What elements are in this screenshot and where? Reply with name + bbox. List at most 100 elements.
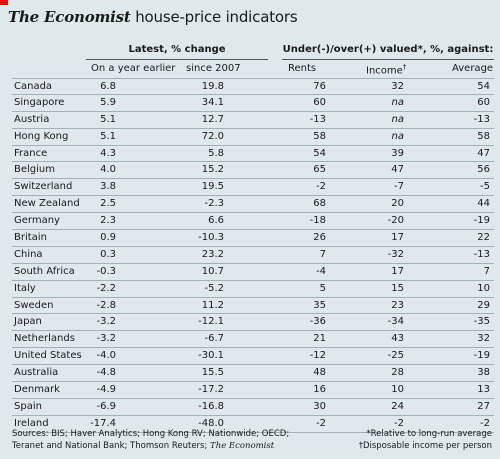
cell-since: 23.2 [201, 248, 224, 260]
cell-average: 60 [477, 96, 490, 108]
cell-income: -20 [387, 215, 404, 227]
table-row: Switzerland 3.8 19.5 -2 -7 -5 [12, 179, 494, 197]
group-header-valued: Under(-)/over(+) valued*, %, against: [282, 44, 494, 60]
cell-since: 19.5 [201, 181, 224, 193]
cell-year: 2.3 [100, 215, 116, 227]
cell-average: -2 [480, 417, 490, 429]
cell-country: United States [14, 350, 82, 362]
cell-income: -34 [387, 316, 404, 328]
cell-income: na [391, 96, 404, 108]
cell-rents: -36 [309, 316, 326, 328]
cell-country: Canada [14, 81, 53, 92]
cell-average: -19 [473, 215, 490, 227]
cell-rents: 26 [313, 232, 326, 244]
cell-country: Japan [14, 316, 42, 328]
table-row: Belgium 4.0 15.2 65 47 56 [12, 162, 494, 180]
cell-income: 15 [391, 282, 404, 294]
cell-since: -17.2 [198, 384, 224, 396]
cell-income: 23 [391, 299, 404, 311]
cell-year: 5.1 [100, 113, 116, 125]
table-row: Netherlands -3.2 -6.7 21 43 32 [12, 331, 494, 349]
income-dagger: † [402, 63, 407, 71]
sources-line-2: Teranet and National Bank; Thomson Reute… [12, 440, 289, 452]
cell-rents: -2 [316, 417, 326, 429]
cell-since: -10.3 [198, 232, 224, 244]
cell-since: -5.2 [204, 282, 224, 294]
col-header-income-label: Income [366, 65, 403, 77]
cell-since: 15.2 [201, 164, 224, 176]
cell-year: 4.0 [100, 164, 116, 176]
cell-since: -16.8 [198, 400, 224, 412]
cell-country: South Africa [14, 265, 75, 277]
cell-rents: 65 [313, 164, 326, 176]
cell-income: -7 [394, 181, 404, 193]
cell-income: 43 [391, 333, 404, 345]
cell-rents: -12 [309, 350, 326, 362]
table-row: South Africa -0.3 10.7 -4 17 7 [12, 264, 494, 281]
cell-rents: 16 [313, 384, 326, 396]
cell-year: -6.9 [96, 400, 116, 412]
cell-average: -35 [473, 316, 490, 328]
cell-since: -6.7 [204, 333, 224, 345]
table-row: Spain -6.9 -16.8 30 24 27 [12, 399, 494, 416]
cell-since: 5.8 [208, 147, 224, 159]
cell-country: France [14, 147, 48, 159]
table-row: France 4.3 5.8 54 39 47 [12, 146, 494, 163]
cell-since: 12.7 [201, 113, 224, 125]
cell-country: Germany [14, 215, 60, 227]
cell-since: 34.1 [201, 96, 224, 108]
cell-rents: 58 [313, 130, 326, 142]
cell-country: Belgium [14, 164, 55, 176]
cell-country: Spain [14, 400, 42, 412]
cell-since: 15.5 [201, 367, 224, 379]
cell-country: China [14, 248, 43, 260]
cell-country: Italy [14, 282, 36, 294]
cell-income: 47 [391, 164, 404, 176]
group-header-latest: Latest, % change [86, 44, 268, 60]
col-header-year: On a year earlier [91, 63, 176, 74]
col-header-since: since 2007 [186, 63, 241, 74]
cell-year: 3.8 [100, 181, 116, 193]
footnotes: *Relative to long-run average †Disposabl… [359, 428, 492, 452]
sources-line-1: Sources: BIS; Haver Analytics; Hong Kong… [12, 429, 290, 439]
cell-country: Netherlands [14, 333, 75, 345]
table-row: Britain 0.9 -10.3 26 17 22 [12, 230, 494, 247]
cell-rents: 54 [313, 147, 326, 159]
cell-since: -48.0 [198, 417, 224, 429]
cell-average: 38 [477, 367, 490, 379]
cell-year: 2.5 [100, 198, 116, 210]
table-row: Australia -4.8 15.5 48 28 38 [12, 365, 494, 383]
table-row: Canada 6.8 19.8 76 32 54 [12, 78, 494, 95]
cell-income: na [391, 113, 404, 125]
cell-country: Switzerland [14, 181, 73, 193]
cell-income: na [391, 130, 404, 142]
cell-year: 5.1 [100, 130, 116, 142]
cell-rents: 5 [319, 282, 326, 294]
cell-since: 10.7 [201, 265, 224, 277]
cell-income: 39 [391, 147, 404, 159]
table-row: Denmark -4.9 -17.2 16 10 13 [12, 382, 494, 399]
cell-since: 11.2 [201, 299, 224, 311]
cell-income: -32 [387, 248, 404, 260]
table-row: Germany 2.3 6.6 -18 -20 -19 [12, 213, 494, 231]
col-header-rents: Rents [288, 63, 317, 74]
cell-country: New Zealand [14, 198, 80, 210]
cell-rents: -18 [309, 215, 326, 227]
table-row: Austria 5.1 12.7 -13 na -13 [12, 112, 494, 129]
cell-country: Austria [14, 113, 50, 125]
cell-country: Denmark [14, 384, 60, 396]
sources-line-2-text: Teranet and National Bank; Thomson Reute… [12, 441, 211, 451]
cell-average: 10 [477, 282, 490, 294]
cell-income: 17 [391, 265, 404, 277]
cell-average: 56 [477, 164, 490, 176]
cell-average: 27 [477, 400, 490, 412]
cell-since: 72.0 [201, 130, 224, 142]
cell-average: 44 [477, 198, 490, 210]
cell-country: Britain [14, 232, 47, 244]
cell-average: 54 [477, 81, 490, 92]
table-row: Hong Kong 5.1 72.0 58 na 58 [12, 129, 494, 146]
table-row: Singapore 5.9 34.1 60 na 60 [12, 95, 494, 112]
cell-income: -2 [394, 417, 404, 429]
cell-rents: 48 [313, 367, 326, 379]
cell-rents: 30 [313, 400, 326, 412]
